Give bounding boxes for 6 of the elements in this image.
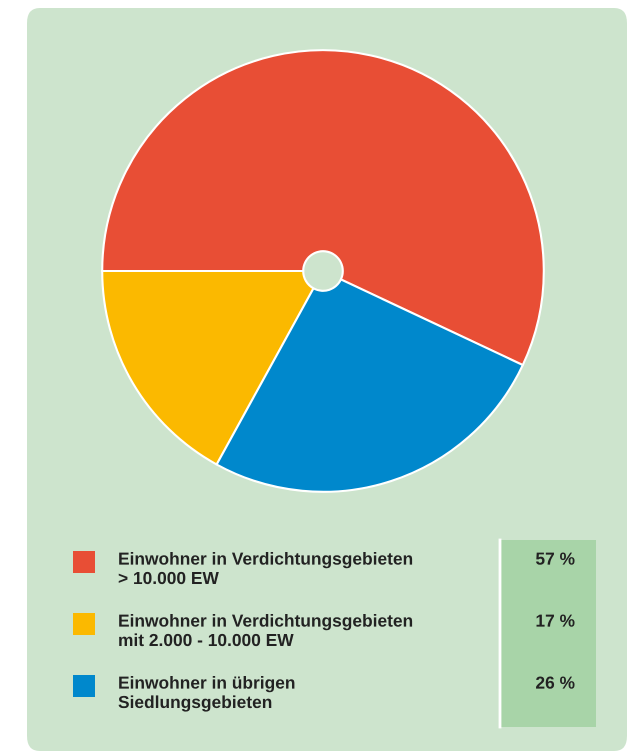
legend-label: Einwohner in übrigen Siedlungsgebieten (118, 676, 294, 712)
data-label: 26 % (536, 676, 575, 689)
data-label: 17 % (536, 614, 575, 627)
legend-label: Einwohner in Verdichtungsgebieten > 10.000 EW (118, 552, 412, 584)
data-label: 57 % (536, 552, 575, 565)
legend-label: Einwohner in Verdichtungsgebieten mit 2.000 - 10.000 EW (119, 614, 412, 646)
